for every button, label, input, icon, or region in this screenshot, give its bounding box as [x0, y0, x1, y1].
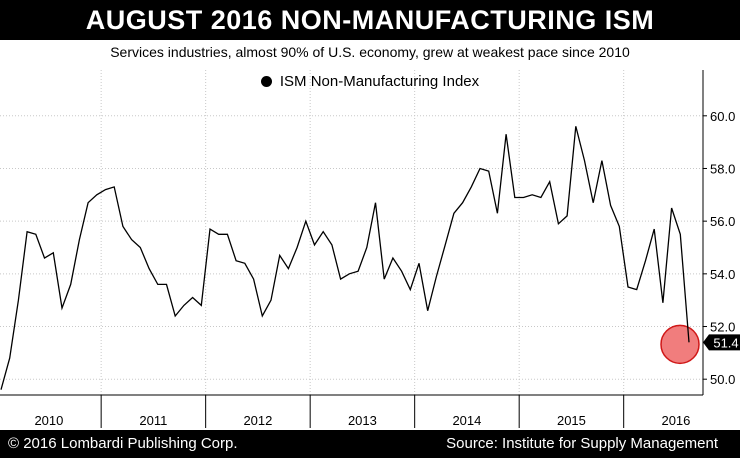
- x-tick-label: 2012: [243, 413, 272, 428]
- copyright-text: © 2016 Lombardi Publishing Corp.: [8, 435, 238, 452]
- x-tick-label: 2016: [661, 413, 690, 428]
- legend-label: ISM Non-Manufacturing Index: [279, 73, 480, 90]
- y-tick-label: 52.0: [710, 320, 735, 335]
- x-tick-label: 2014: [452, 413, 481, 428]
- last-value-badge: [703, 334, 740, 351]
- y-tick-label: 60.0: [710, 109, 735, 124]
- y-tick-label: 56.0: [710, 214, 735, 229]
- chart-subtitle: Services industries, almost 90% of U.S. …: [110, 44, 630, 60]
- source-text: Source: Institute for Supply Management: [446, 435, 718, 452]
- series-line: [0, 126, 690, 390]
- legend-marker-icon: [260, 76, 272, 87]
- chart-area: [0, 62, 740, 430]
- x-tick-label: 2010: [34, 413, 63, 428]
- chart-title: AUGUST 2016 NON-MANUFACTURING ISM: [0, 0, 740, 40]
- y-tick-label: 58.0: [710, 161, 735, 176]
- footer: © 2016 Lombardi Publishing Corp. Source:…: [0, 430, 740, 458]
- x-tick-label: 2015: [557, 413, 586, 428]
- y-tick-label: 50.0: [710, 372, 735, 387]
- x-tick-label: 2011: [139, 413, 167, 428]
- legend: ISM Non-Manufacturing Index: [0, 72, 740, 92]
- y-tick-label: 54.0: [710, 267, 735, 282]
- highlight-circle: [660, 324, 700, 365]
- last-value-label: 51.4: [713, 335, 738, 350]
- x-tick-label: 2013: [348, 413, 377, 428]
